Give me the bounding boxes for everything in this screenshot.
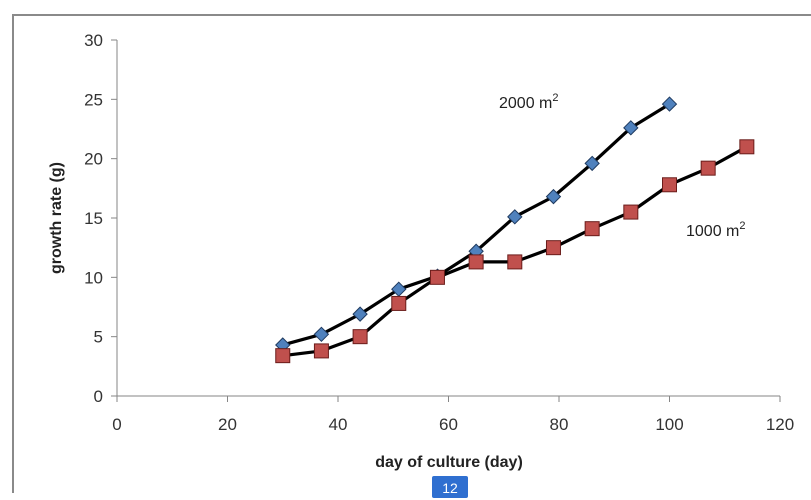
series-label-1000-sup: 2	[739, 220, 745, 232]
series-label-1000: 1000 m2	[686, 220, 746, 240]
y-tick-label: 25	[84, 90, 103, 109]
y-axis-title: growth rate (g)	[48, 162, 65, 274]
y-tick-label: 5	[94, 328, 103, 347]
series-label-2000-sup: 2	[552, 92, 558, 104]
data-point-square	[352, 329, 368, 345]
data-point-diamond	[584, 155, 600, 172]
data-point-square	[545, 240, 561, 256]
series-label-2000-text: 2000 m	[499, 95, 552, 112]
series-layer	[275, 96, 755, 364]
x-tick-label: 80	[550, 415, 569, 434]
data-point-square	[275, 348, 291, 364]
x-tick-label: 120	[766, 415, 794, 434]
data-point-diamond	[507, 209, 523, 225]
chart-frame	[12, 14, 811, 493]
data-point-square	[662, 177, 677, 193]
y-tick-label: 20	[84, 150, 103, 169]
data-point-square	[391, 295, 407, 311]
data-point-diamond	[313, 326, 330, 343]
data-point-square	[623, 204, 639, 220]
y-tick-label: 15	[84, 209, 103, 228]
axes	[116, 40, 780, 397]
page-number-badge: 12	[432, 476, 468, 498]
data-point-square	[313, 343, 329, 359]
series-line	[282, 145, 748, 358]
y-tick-label: 10	[84, 268, 103, 287]
x-tick-label: 60	[439, 415, 458, 434]
y-tick-label: 30	[84, 31, 103, 50]
series-label-1000-text: 1000 m	[686, 223, 739, 240]
series-label-2000: 2000 m2	[499, 92, 559, 112]
series-line	[282, 102, 671, 347]
x-tick-label: 0	[112, 415, 121, 434]
data-point-diamond	[545, 188, 562, 205]
y-tick-label: 0	[94, 387, 103, 406]
data-point-diamond	[352, 306, 368, 322]
data-point-diamond	[623, 120, 639, 136]
x-tick-label: 20	[218, 415, 237, 434]
y-ticks: 0 5 10 15 20 25 30	[84, 31, 117, 406]
data-point-square	[584, 221, 600, 237]
x-axis-title: day of culture (day)	[375, 454, 523, 471]
data-point-square	[739, 139, 755, 155]
series-2	[275, 139, 755, 364]
data-point-square	[429, 269, 445, 285]
data-point-diamond	[661, 96, 678, 112]
data-point-square	[507, 254, 523, 270]
x-tick-label: 40	[329, 415, 348, 434]
series-1	[275, 96, 678, 353]
x-tick-label: 100	[655, 415, 683, 434]
data-point-square	[468, 254, 484, 270]
data-point-square	[700, 160, 716, 176]
x-ticks: 0 20 40 60 80 100 120	[112, 396, 794, 434]
